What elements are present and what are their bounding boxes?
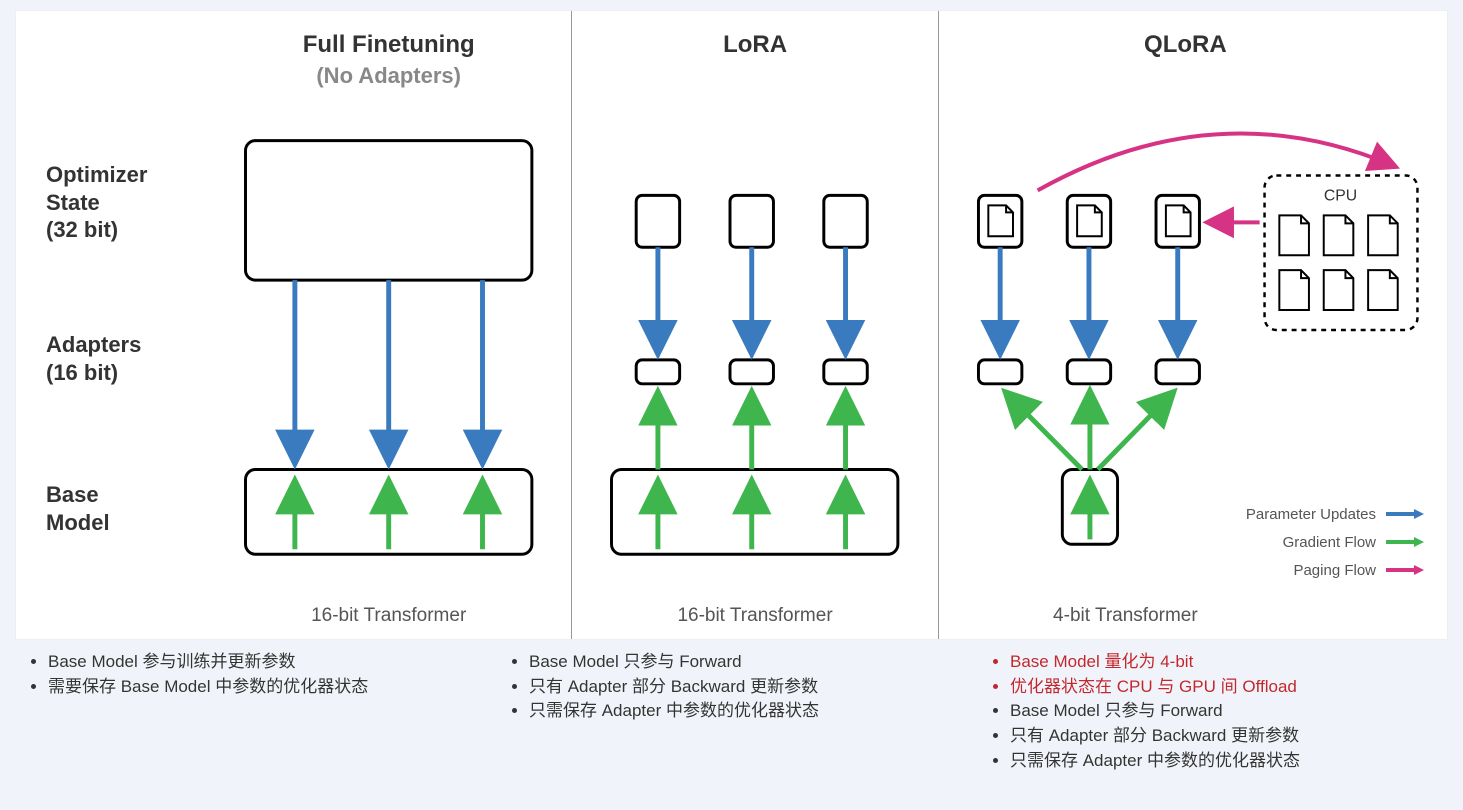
optimizer-box (824, 195, 867, 247)
paging-arrow (1037, 133, 1392, 190)
note-item: 只需保存 Adapter 中参数的优化器状态 (529, 699, 962, 724)
note-item: 只有 Adapter 部分 Backward 更新参数 (1010, 724, 1443, 749)
adapter-box (824, 360, 867, 384)
legend-item: Parameter Updates (1246, 500, 1424, 528)
note-item: Base Model 量化为 4-bit (1010, 650, 1443, 675)
cpu-page-icons (1279, 215, 1397, 310)
legend: Parameter Updates Gradient Flow Paging F… (1246, 500, 1424, 584)
diagram-figure: OptimizerState(32 bit) Adapters(16 bit) … (15, 10, 1448, 640)
grad-arrow (1008, 395, 1082, 470)
legend-label: Paging Flow (1293, 562, 1376, 579)
note-item: 只有 Adapter 部分 Backward 更新参数 (529, 675, 962, 700)
svg-full (206, 11, 571, 639)
grad-arrow (1098, 395, 1171, 470)
column-qlora: QLoRA (938, 11, 1432, 639)
note-item: 只需保存 Adapter 中参数的优化器状态 (1010, 749, 1443, 774)
optimizer-box (1156, 195, 1199, 247)
optimizer-box (1067, 195, 1110, 247)
adapter-box (1156, 360, 1199, 384)
legend-item: Gradient Flow (1246, 528, 1424, 556)
base-model-box (612, 470, 898, 555)
notes-list: Base Model 只参与 Forward只有 Adapter 部分 Back… (501, 650, 962, 724)
legend-arrow-icon (1384, 534, 1424, 550)
legend-label: Parameter Updates (1246, 506, 1376, 523)
row-label-optimizer: OptimizerState(32 bit) (46, 161, 147, 244)
legend-arrow-icon (1384, 562, 1424, 578)
note-item: 优化器状态在 CPU 与 GPU 间 Offload (1010, 675, 1443, 700)
notes-list: Base Model 量化为 4-bit优化器状态在 CPU 与 GPU 间 O… (982, 650, 1443, 773)
bottom-label-full: 16-bit Transformer (206, 605, 571, 627)
column-lora: LoRA (571, 11, 937, 639)
optimizer-box (637, 195, 680, 247)
note-item: 需要保存 Base Model 中参数的优化器状态 (48, 675, 481, 700)
svg-lora (572, 11, 937, 639)
adapter-box (730, 360, 773, 384)
note-item: Base Model 参与训练并更新参数 (48, 650, 481, 675)
notes-list: Base Model 参与训练并更新参数需要保存 Base Model 中参数的… (20, 650, 481, 699)
adapter-box (1067, 360, 1110, 384)
row-label-adapters: Adapters(16 bit) (46, 331, 141, 386)
notes-qlora: Base Model 量化为 4-bit优化器状态在 CPU 与 GPU 间 O… (982, 650, 1443, 773)
notes-full: Base Model 参与训练并更新参数需要保存 Base Model 中参数的… (20, 650, 481, 773)
cpu-label: CPU (1324, 187, 1357, 204)
row-label-base: BaseModel (46, 481, 110, 536)
optimizer-box (246, 141, 532, 281)
column-full: Full Finetuning (No Adapters) (206, 11, 571, 639)
adapter-box (978, 360, 1021, 384)
bottom-label-qlora: 4-bit Transformer (819, 605, 1432, 627)
adapter-box (637, 360, 680, 384)
optimizer-box (978, 195, 1021, 247)
note-item: Base Model 只参与 Forward (1010, 699, 1443, 724)
optimizer-box (730, 195, 773, 247)
legend-arrow-icon (1384, 506, 1424, 522)
note-item: Base Model 只参与 Forward (529, 650, 962, 675)
notes-section: Base Model 参与训练并更新参数需要保存 Base Model 中参数的… (20, 650, 1443, 773)
legend-label: Gradient Flow (1283, 534, 1376, 551)
legend-item: Paging Flow (1246, 556, 1424, 584)
notes-lora: Base Model 只参与 Forward只有 Adapter 部分 Back… (501, 650, 962, 773)
row-labels: OptimizerState(32 bit) Adapters(16 bit) … (46, 11, 196, 639)
